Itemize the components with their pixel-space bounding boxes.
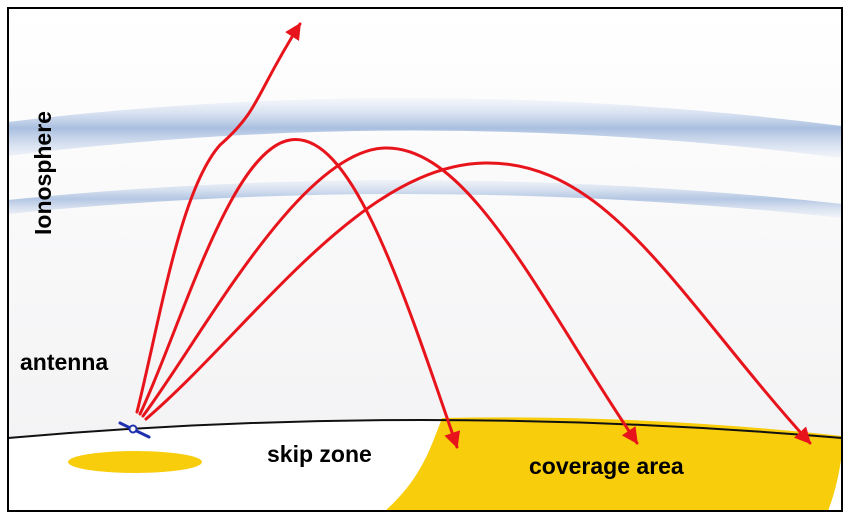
ray-long-hop xyxy=(144,161,812,445)
antenna-local-coverage xyxy=(68,451,202,473)
dipole-antenna-icon xyxy=(118,421,151,439)
antenna-label: antenna xyxy=(20,349,108,375)
ionosphere-upper-band xyxy=(8,97,842,158)
frame-border xyxy=(7,7,843,512)
signal-rays xyxy=(135,22,812,449)
ray-short-hop xyxy=(138,138,461,449)
ionosphere-lower-band xyxy=(8,179,842,218)
coverage-area-label: coverage area xyxy=(529,453,684,479)
ray-escaping xyxy=(135,22,302,414)
coverage-area-region xyxy=(385,417,842,511)
earth-surface-line xyxy=(7,419,843,439)
ionosphere-label: Ionosphere xyxy=(30,111,56,235)
ray-medium-hop xyxy=(141,146,639,445)
skip-zone-label: skip zone xyxy=(267,441,372,467)
